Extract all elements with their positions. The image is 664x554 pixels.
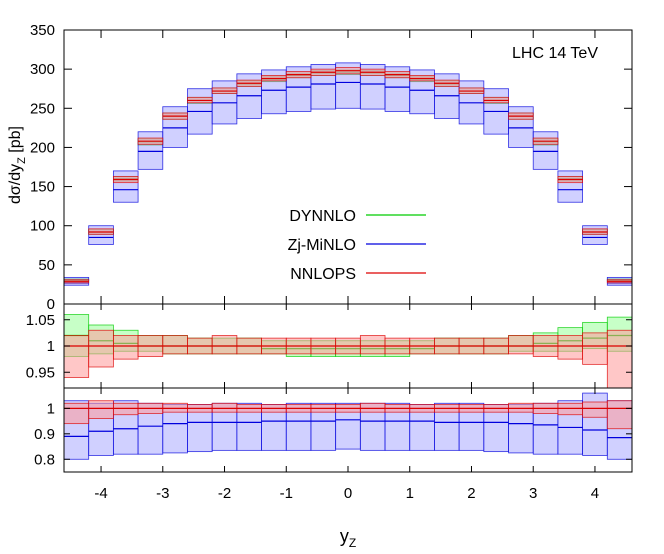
error-band xyxy=(162,402,188,413)
y-axis-label-sub: Z xyxy=(16,157,28,164)
series-nnlops xyxy=(63,329,633,389)
error-band xyxy=(88,329,114,368)
x-tick-label: 2 xyxy=(467,485,475,502)
error-band xyxy=(359,335,386,355)
legend: DYNNLO Zj-MiNLO NNLOPS xyxy=(288,208,426,283)
main-panel: 0 50 100 150 200 250 300 350 xyxy=(30,22,633,313)
error-band xyxy=(606,400,633,430)
x-tick-label: -3 xyxy=(156,485,169,502)
legend-label: DYNNLO xyxy=(289,208,356,225)
y-tick-label: 150 xyxy=(30,179,55,196)
error-band xyxy=(63,402,90,425)
error-band xyxy=(63,335,90,378)
legend-item-nnlops: NNLOPS xyxy=(290,266,426,283)
error-band xyxy=(359,402,386,413)
error-band xyxy=(162,335,188,355)
legend-item-zj-minlo: Zj-MiNLO xyxy=(288,237,426,254)
error-band xyxy=(508,402,534,413)
error-band xyxy=(508,335,534,355)
error-band xyxy=(606,329,633,389)
y-tick-label: 50 xyxy=(38,257,55,274)
x-axis-label: yZ xyxy=(340,526,356,550)
error-band xyxy=(582,401,608,418)
error-band xyxy=(88,400,114,419)
y-axis-label-unit: [pb] xyxy=(7,126,24,157)
error-band xyxy=(112,335,139,360)
y-axis-label: dσ/dyZ [pb] xyxy=(7,126,28,204)
y-tick-label: 300 xyxy=(30,61,55,78)
error-band xyxy=(532,131,559,170)
ratio-panel-dynnlo: 0.95 1 1.05 xyxy=(26,303,633,389)
y-tick-label: 1 xyxy=(47,338,55,355)
x-axis-label-sub: Z xyxy=(349,536,356,550)
error-band xyxy=(137,131,164,170)
error-band xyxy=(557,402,584,416)
x-tick-label: 1 xyxy=(406,485,414,502)
error-band xyxy=(162,404,188,454)
y-tick-label: 1.05 xyxy=(26,312,55,329)
x-tick-label: 4 xyxy=(591,485,599,502)
x-tick-label: 3 xyxy=(529,485,537,502)
error-band xyxy=(211,402,238,413)
legend-label: NNLOPS xyxy=(290,266,356,283)
y-tick-label: 0.8 xyxy=(34,451,55,468)
y-tick-label: 1 xyxy=(47,400,55,417)
legend-label: Zj-MiNLO xyxy=(288,237,356,254)
y-tick-label: 250 xyxy=(30,100,55,117)
y-tick-label: 100 xyxy=(30,218,55,235)
series-nnlops xyxy=(63,67,633,284)
y-tick-label: 350 xyxy=(30,22,55,39)
error-band xyxy=(557,170,584,203)
y-tick-label: 200 xyxy=(30,139,55,156)
legend-item-dynnlo: DYNNLO xyxy=(289,208,426,225)
y-tick-label: 0 xyxy=(47,296,55,313)
series-nnlops xyxy=(63,400,633,430)
x-tick-label: -1 xyxy=(280,485,293,502)
error-band xyxy=(211,335,238,355)
y-tick-label: 0.9 xyxy=(34,426,55,443)
error-band xyxy=(112,170,139,203)
error-band xyxy=(582,332,608,365)
x-tick-label: -2 xyxy=(218,485,231,502)
error-band xyxy=(557,335,584,360)
x-tick-label: 0 xyxy=(344,485,352,502)
y-tick-label: 0.95 xyxy=(26,364,55,381)
annotation-text: LHC 14 TeV xyxy=(512,45,598,62)
ratio-panel-minlo: 0.8 0.9 1 -4 -3 -2 -1 0 1 2 3 4 xyxy=(34,387,633,502)
x-tick-label: -4 xyxy=(94,485,107,502)
error-band xyxy=(112,402,139,416)
